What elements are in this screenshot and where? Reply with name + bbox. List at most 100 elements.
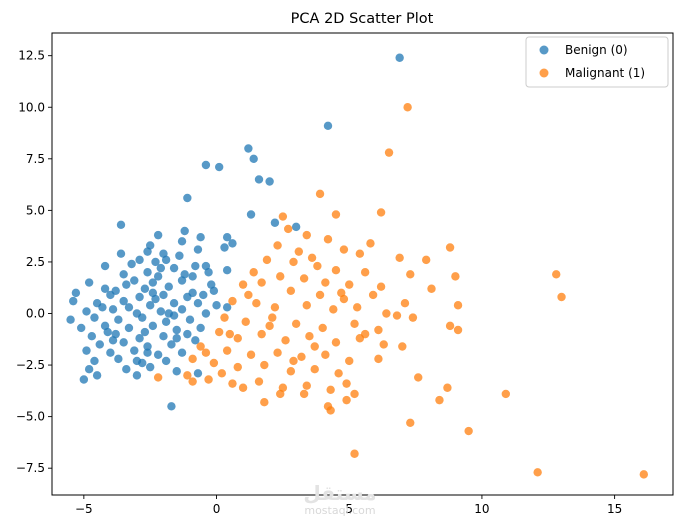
benign-point [254,175,264,184]
benign-point [148,321,158,331]
benign-point [130,276,139,285]
benign-point [156,263,166,273]
malignant-point [379,340,388,349]
malignant-point [214,327,224,337]
malignant-point [273,241,282,250]
malignant-point [403,103,412,112]
benign-point [193,245,203,254]
malignant-point [233,362,242,372]
malignant-point [289,356,298,366]
malignant-point [241,317,250,326]
benign-point [183,193,192,203]
benign-point [153,230,163,240]
benign-point [185,315,195,324]
malignant-point [368,290,378,300]
benign-point [82,307,91,316]
benign-point [90,313,99,322]
malignant-point [302,301,311,310]
benign-point [177,237,187,246]
watermark-text: mostaql.com [304,504,375,517]
malignant-point [350,389,359,399]
benign-point [220,243,229,252]
malignant-point [262,255,272,265]
malignant-point [342,379,351,388]
axes-group: −5 0 5 10 15 −7.5 −5.0 −2.5 0.0 2.5 5.0 7.5 10.0 12.5 [16,49,622,516]
benign-point [143,247,152,256]
malignant-point [331,265,341,275]
malignant-point [260,397,269,407]
malignant-point [307,253,317,263]
benign-point [69,296,78,306]
malignant-point [326,406,335,415]
benign-point [196,232,205,242]
benign-point [172,367,181,376]
legend-label-malignant: Malignant (1) [565,66,645,80]
benign-point [95,340,104,349]
malignant-point [334,369,343,378]
benign-point [183,292,192,302]
malignant-point [254,377,264,386]
malignant-point [376,282,386,291]
malignant-point [501,389,511,399]
malignant-point [278,212,288,221]
malignant-point [392,311,402,320]
malignant-point [281,336,290,345]
malignant-point [395,253,404,263]
benign-point [100,284,110,293]
x-tick-label: 15 [607,502,622,516]
benign-point [161,255,171,265]
benign-point [145,301,155,310]
malignant-point [406,270,415,279]
malignant-point [297,352,306,362]
malignant-point [445,243,455,252]
benign-point [193,369,203,378]
benign-point [90,356,99,366]
malignant-point [310,364,319,374]
series-malignant [153,103,649,479]
chart-title: PCA 2D Scatter Plot [291,11,434,27]
benign-point [106,290,115,300]
benign-point [167,402,176,411]
malignant-point [268,313,277,322]
benign-point [175,251,184,260]
malignant-point [283,224,293,234]
y-tick-label: 12.5 [18,49,45,63]
malignant-point [233,334,242,343]
benign-point [201,160,211,170]
malignant-point [238,280,248,289]
malignant-point [260,360,269,370]
malignant-point [453,325,463,335]
malignant-point [183,371,192,380]
x-tick-label: −5 [75,502,93,516]
y-tick-label: 7.5 [26,152,45,166]
benign-point [177,348,187,357]
benign-point [132,371,142,380]
y-tick-label: −2.5 [16,358,45,372]
malignant-point [345,356,354,366]
malignant-point [204,375,213,384]
benign-point [172,334,181,343]
malignant-point [445,321,455,331]
benign-point [199,290,208,300]
malignant-point [315,189,325,199]
benign-point [143,348,152,357]
malignant-point [435,395,444,405]
malignant-point [360,268,370,277]
benign-point [119,338,128,347]
benign-point [108,305,118,314]
benign-point [143,268,152,277]
malignant-point [421,255,431,265]
malignant-point [310,342,319,351]
benign-point [66,315,75,324]
benign-point [222,265,232,275]
malignant-point [302,230,311,240]
legend: Benign (0) Malignant (1) [525,36,669,88]
benign-point [108,336,118,345]
benign-point [167,340,176,349]
malignant-point [329,305,338,314]
benign-point [209,286,219,296]
malignant-point [225,329,235,339]
malignant-point [276,272,285,281]
malignant-point [315,290,325,300]
